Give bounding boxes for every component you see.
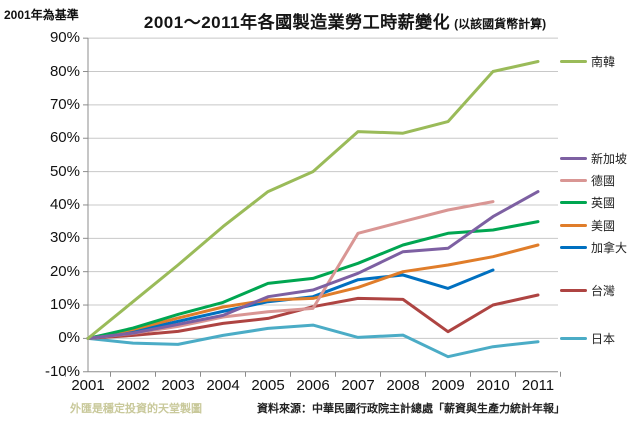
series-line-南韓 [86, 60, 540, 340]
legend-swatch [560, 223, 587, 227]
x-axis-label: 2006 [296, 377, 330, 394]
y-axis-label: 80% [49, 62, 80, 80]
x-axis-label: 2007 [341, 377, 375, 394]
y-axis-label: 20% [49, 262, 80, 280]
legend-item-德國: 德國 [560, 173, 616, 188]
legend-label: 德國 [591, 173, 616, 188]
legend-item-台灣: 台灣 [560, 283, 616, 298]
series-line-德國 [86, 200, 495, 340]
legend-swatch [560, 336, 587, 340]
legend-item-日本: 日本 [560, 331, 616, 346]
x-axis-label: 2010 [476, 377, 510, 394]
legend-label: 英國 [591, 195, 616, 210]
y-axis-label: 60% [49, 129, 80, 147]
x-axis-label: 2003 [161, 377, 195, 394]
chart-title-sub: (以該國貨幣計算) [454, 17, 547, 31]
chart-title-main: 2001～2011年各國製造業勞工時薪變化 [143, 13, 451, 32]
y-axis-label: 70% [49, 95, 80, 113]
legend-swatch [560, 178, 587, 182]
legend-label: 新加坡 [591, 151, 628, 166]
legend-item-英國: 英國 [560, 195, 616, 210]
x-axis-label: 2002 [116, 377, 150, 394]
y-axis-label: 50% [49, 162, 80, 180]
y-axis-label: 30% [49, 229, 80, 247]
data-source-text: 資料來源：中華民國行政院主計總處「薪資與生產力統計年報」 [257, 403, 565, 415]
legend-label: 南韓 [591, 54, 616, 69]
series-line-美國 [86, 243, 540, 340]
legend-item-加拿大: 加拿大 [560, 240, 628, 255]
legend-label: 加拿大 [591, 240, 628, 255]
x-axis-label: 2001 [71, 377, 105, 394]
legend-swatch [560, 245, 587, 249]
y-axis-label: 40% [49, 195, 80, 213]
legend-label: 台灣 [591, 283, 616, 298]
y-axis-label: -10% [44, 362, 80, 380]
series-line-日本 [86, 323, 540, 359]
legend-label: 日本 [591, 331, 616, 346]
legend-swatch [560, 288, 587, 292]
series-line-台灣 [86, 293, 540, 340]
series-line-英國 [86, 220, 540, 340]
legend-swatch [560, 59, 587, 63]
y-axis-label: 10% [49, 296, 80, 314]
x-axis-label: 2004 [206, 377, 240, 394]
x-axis-label: 2009 [431, 377, 465, 394]
x-axis-label: 2011 [521, 377, 555, 394]
legend-swatch [560, 156, 587, 160]
x-axis-label: 2005 [251, 377, 285, 394]
legend-label: 美國 [591, 218, 616, 233]
y-axis-label: 0% [58, 329, 80, 347]
baseline-annotation: 2001年為基準 [4, 8, 79, 22]
chart-title: 2001～2011年各國製造業勞工時薪變化 (以該國貨幣計算) [60, 8, 630, 33]
legend-item-南韓: 南韓 [560, 54, 616, 69]
y-axis-label: 90% [49, 29, 80, 47]
series-line-新加坡 [86, 190, 540, 340]
x-axis-label: 2008 [386, 377, 420, 394]
legend-item-新加坡: 新加坡 [560, 151, 628, 166]
legend-swatch [560, 200, 587, 204]
legend-item-美國: 美國 [560, 218, 616, 233]
watermark-text: 外匯是穩定投資的天堂製圖 [70, 403, 202, 415]
